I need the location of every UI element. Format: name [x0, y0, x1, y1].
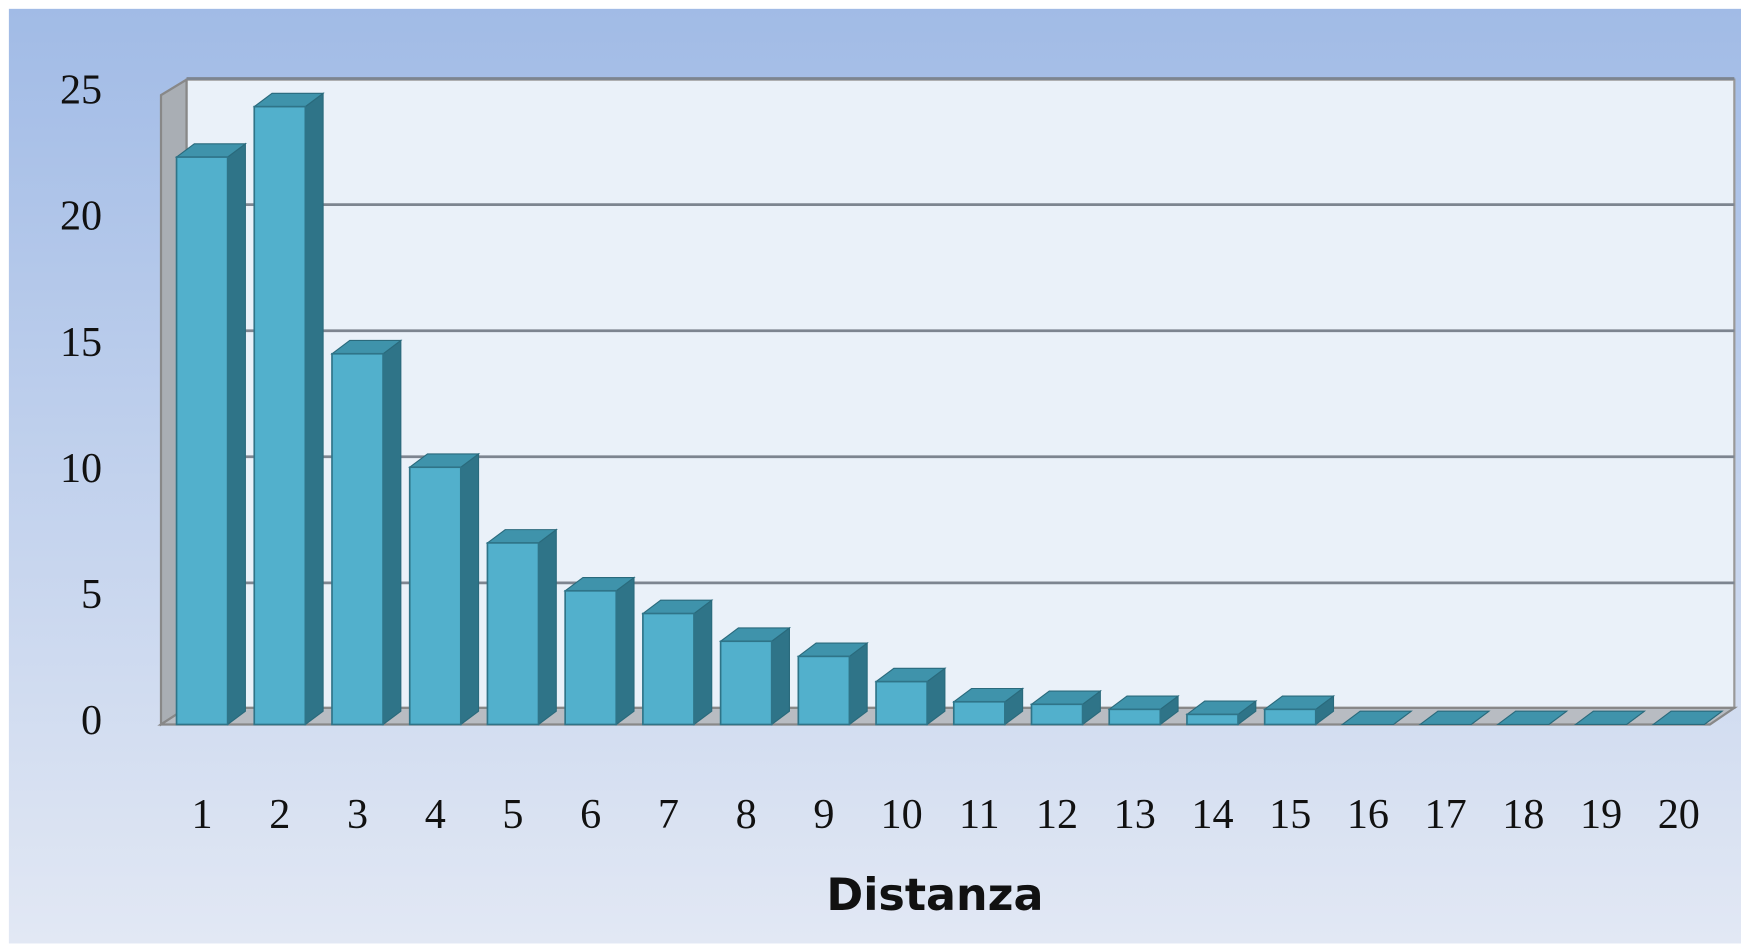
x-tick-label: 5: [502, 791, 523, 838]
bar: [253, 105, 307, 726]
bar: [408, 466, 462, 726]
x-tick-label: 19: [1580, 791, 1622, 838]
bar: [642, 612, 695, 726]
bar-side: [382, 339, 402, 726]
bar: [952, 700, 1006, 726]
bar-side: [848, 642, 868, 726]
bar-side: [304, 92, 324, 726]
bar: [1108, 708, 1162, 726]
bar-side: [693, 599, 713, 726]
x-tick-label: 3: [347, 791, 368, 838]
bar-side: [771, 626, 791, 726]
x-tick-label: 12: [1036, 791, 1078, 838]
y-tick-label: 10: [60, 445, 102, 492]
x-tick-label: 14: [1191, 791, 1233, 838]
x-axis-title: Distanza: [826, 870, 1043, 921]
bar-top: [1651, 710, 1724, 726]
bar: [175, 156, 229, 726]
y-tick-label: 25: [60, 67, 102, 114]
bar: [486, 542, 540, 726]
x-tick-label: 9: [813, 791, 834, 838]
bar: [564, 589, 618, 726]
y-tick-label: 5: [81, 571, 102, 618]
bar-top: [1573, 710, 1647, 726]
x-tick-label: 16: [1347, 791, 1389, 838]
x-tick-label: 15: [1269, 791, 1311, 838]
x-tick-label: 18: [1502, 791, 1544, 838]
bar: [1263, 708, 1317, 726]
bar: [797, 655, 851, 726]
bar: [719, 640, 773, 726]
x-tick-label: 2: [269, 791, 290, 838]
bar: [1186, 713, 1239, 726]
x-tick-label: 6: [580, 791, 601, 838]
y-tick-label: 15: [60, 319, 102, 366]
x-tick-label: 13: [1114, 791, 1156, 838]
bar: [875, 680, 928, 726]
y-tick-label: 0: [81, 697, 102, 744]
bar-top: [1340, 710, 1413, 726]
bar-side: [227, 142, 246, 726]
bar-top: [1496, 710, 1569, 726]
x-tick-label: 10: [880, 791, 922, 838]
bar-side: [460, 452, 480, 726]
x-tick-label: 1: [192, 791, 213, 838]
x-tick-label: 20: [1658, 791, 1700, 838]
y-tick-label: 20: [60, 193, 102, 240]
x-tick-label: 7: [658, 791, 679, 838]
bar: [1030, 703, 1084, 726]
bar-top: [1418, 710, 1491, 726]
bar: [331, 352, 384, 726]
x-tick-label: 17: [1425, 791, 1467, 838]
bar-side: [615, 576, 635, 726]
bar-side: [537, 528, 557, 726]
x-tick-label: 4: [425, 791, 446, 838]
x-tick-label: 11: [959, 791, 1000, 838]
x-tick-label: 8: [736, 791, 757, 838]
